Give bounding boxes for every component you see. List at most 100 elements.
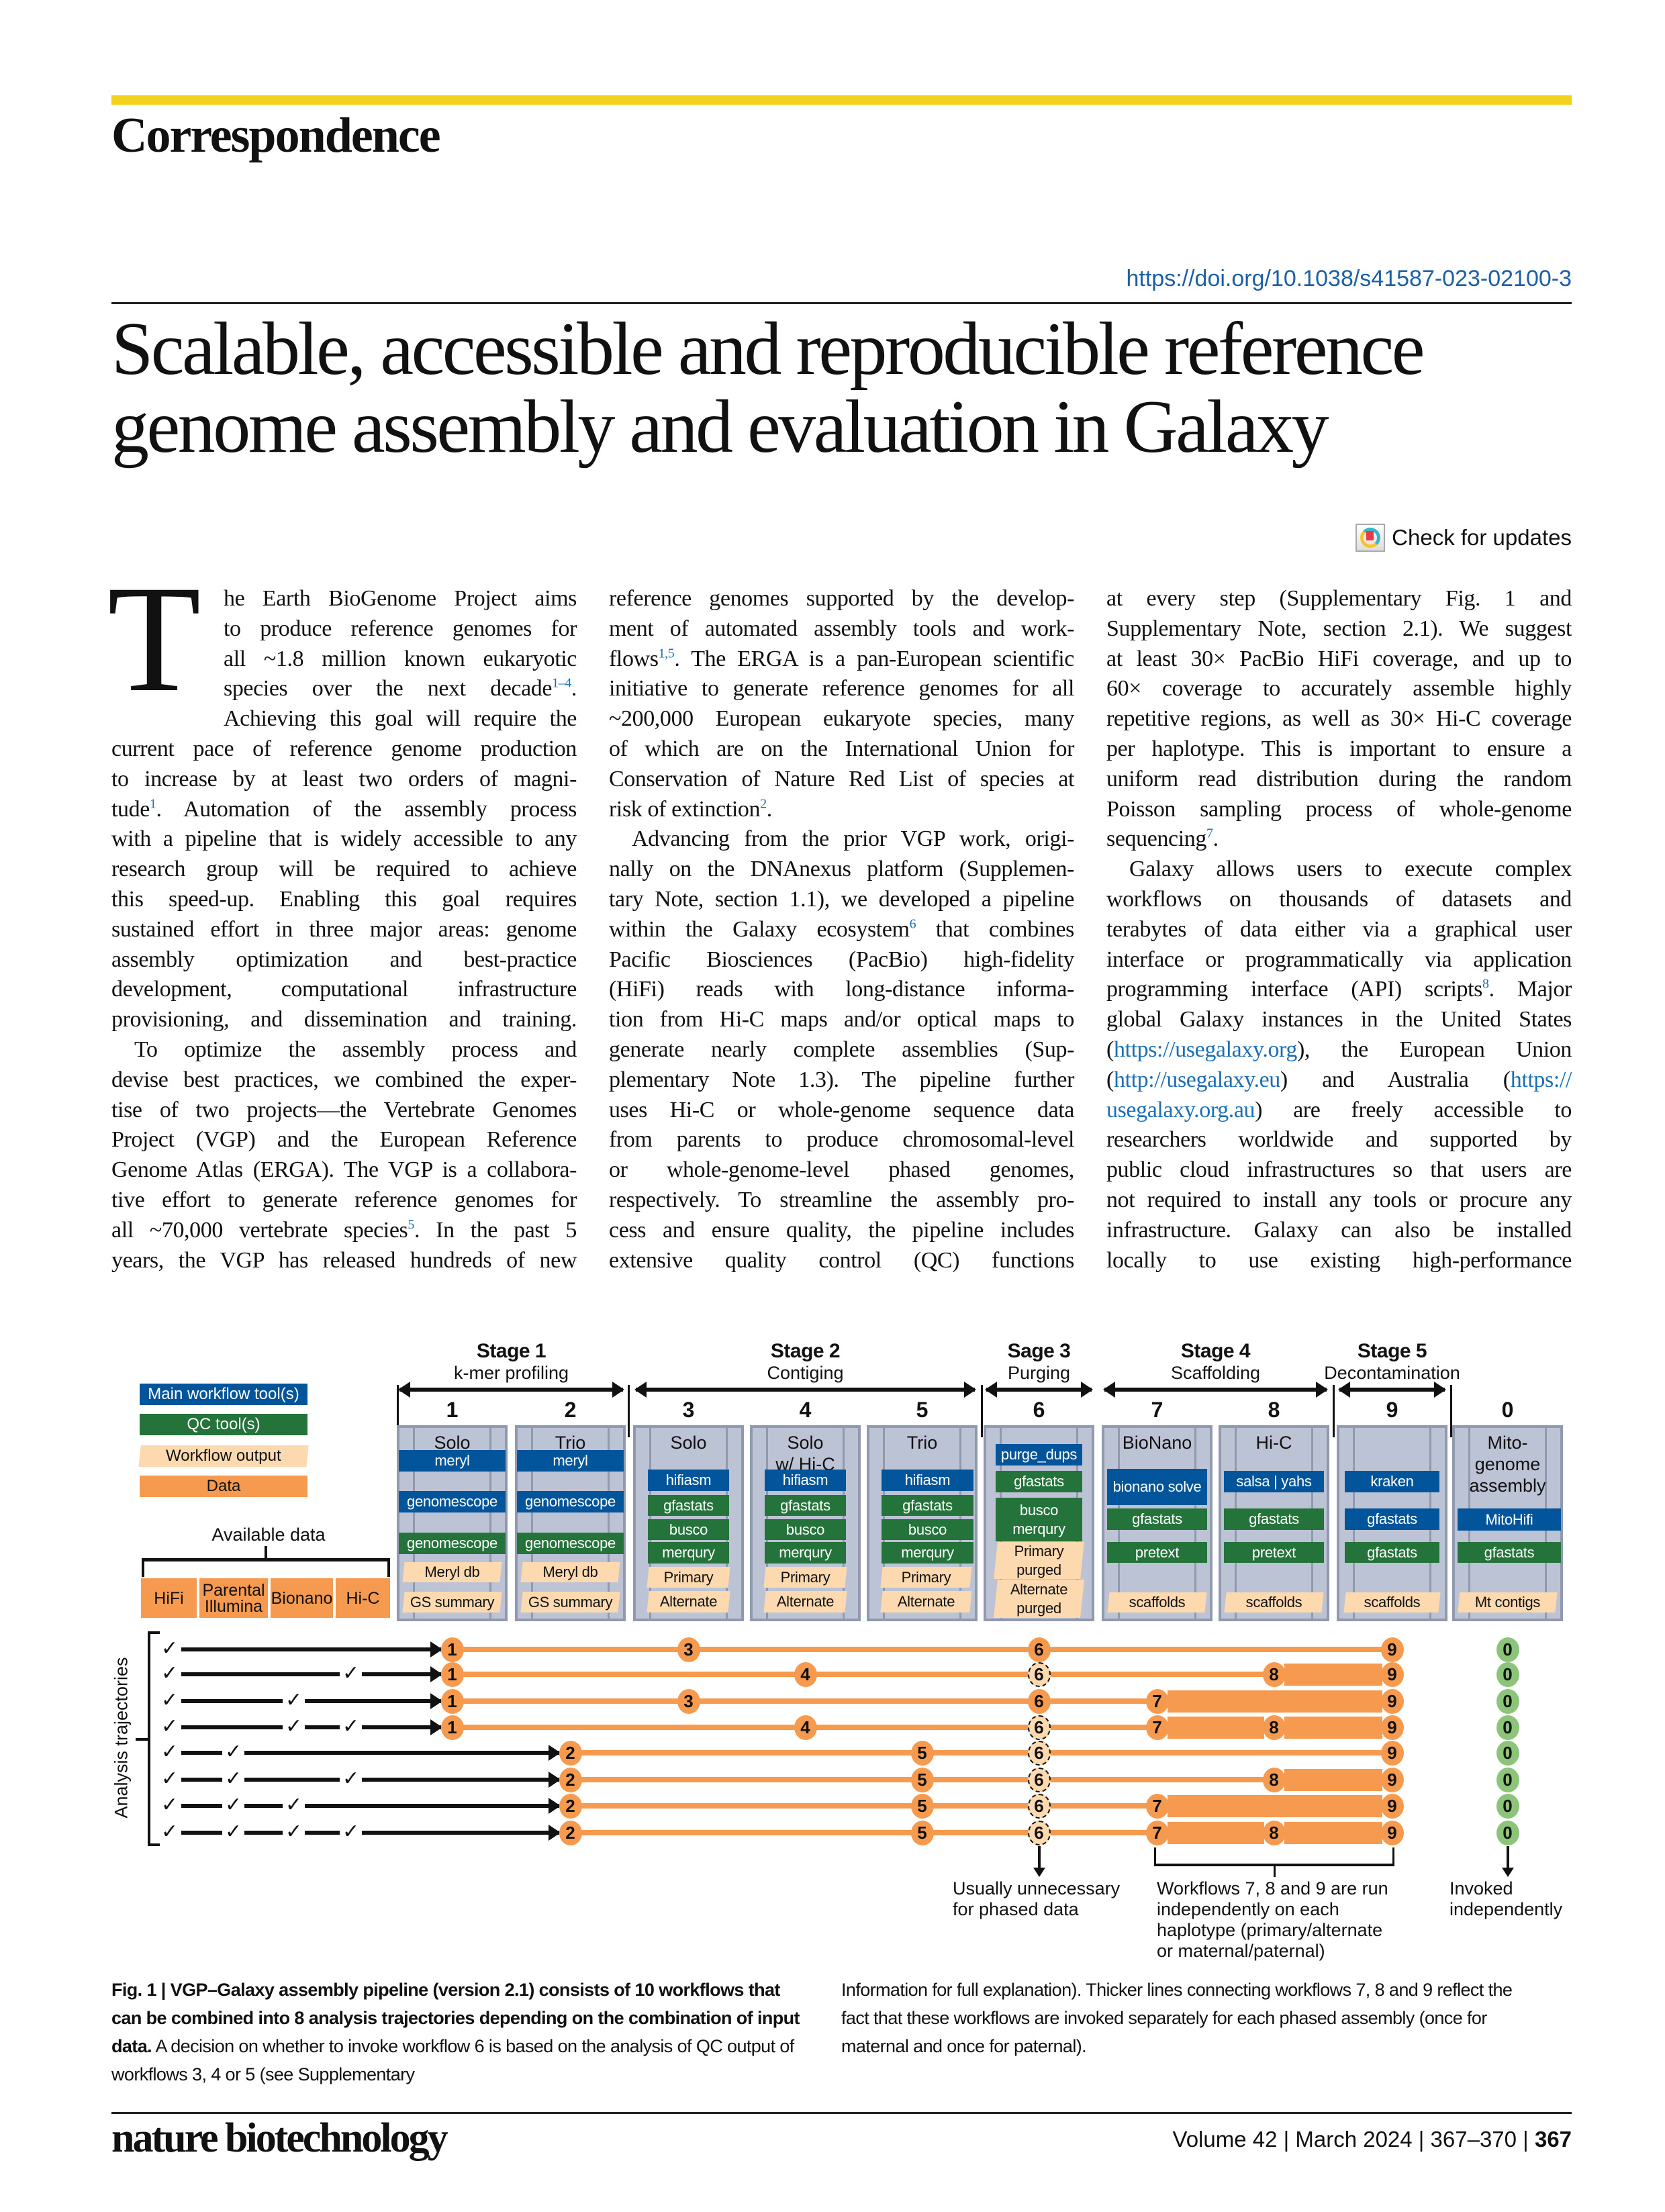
workflow-node-0[interactable]: 0 <box>1496 1741 1519 1766</box>
workflow-node-2[interactable]: 2 <box>559 1768 582 1792</box>
workflow-node-9[interactable]: 9 <box>1380 1768 1404 1792</box>
hyperlink[interactable]: usegalaxy.org.au <box>1106 1097 1255 1122</box>
workflow-node-0[interactable]: 0 <box>1496 1637 1519 1662</box>
tool-output: Meryl db <box>403 1562 501 1582</box>
workflow-node-0[interactable]: 0 <box>1496 1794 1519 1819</box>
trajectory-line <box>452 1647 1392 1652</box>
workflow-node-8[interactable]: 8 <box>1262 1715 1286 1740</box>
workflow-node-0[interactable]: 0 <box>1496 1689 1519 1714</box>
thick-segment <box>1167 1690 1382 1713</box>
workflow-node-1[interactable]: 1 <box>440 1715 464 1740</box>
workflow-node-2[interactable]: 2 <box>559 1821 582 1845</box>
text-line: Genome Atlas (ERGA). The VGP is a collab… <box>111 1155 577 1186</box>
text-run: ~200,000 European eukaryote species, man… <box>609 706 1074 732</box>
trajectories-bracket <box>148 1631 150 1846</box>
citation-superscript[interactable]: 1–4 <box>552 676 571 691</box>
bracket <box>265 1546 267 1559</box>
text-run: terabytes of data either via a graphical… <box>1106 916 1572 942</box>
text-line: at least 30× PacBio HiFi coverage, and u… <box>1106 644 1572 675</box>
trajectory-line <box>452 1672 1392 1677</box>
workflow-node-8[interactable]: 8 <box>1262 1821 1286 1845</box>
text-run: tive effort to generate reference genome… <box>111 1187 577 1212</box>
workflow-node-1[interactable]: 1 <box>440 1689 464 1714</box>
hyperlink[interactable]: http://usegalaxy.eu <box>1113 1067 1280 1092</box>
tool-label: genomescope <box>525 1493 616 1510</box>
workflow-node-6[interactable]: 6 <box>1027 1662 1051 1687</box>
legend-label: QC tool(s) <box>187 1415 260 1433</box>
workflow-node-5[interactable]: 5 <box>910 1768 934 1792</box>
workflow-node-9[interactable]: 9 <box>1380 1794 1404 1819</box>
check-icon: ✓ <box>283 1822 305 1842</box>
workflow-label: BioNano <box>1104 1432 1210 1453</box>
citation-superscript[interactable]: 5 <box>408 1217 414 1233</box>
input-arrow <box>181 1745 560 1761</box>
workflow-node-6[interactable]: 6 <box>1027 1768 1051 1792</box>
workflow-node-9[interactable]: 9 <box>1380 1821 1404 1845</box>
workflow-node-0[interactable]: 0 <box>1496 1821 1519 1845</box>
workflow-node-7[interactable]: 7 <box>1145 1794 1169 1819</box>
workflow-node-0[interactable]: 0 <box>1496 1715 1519 1740</box>
text-run: repetitive regions, as well as 30× Hi-C … <box>1106 706 1572 732</box>
text-run: development, computational infrastructur… <box>111 977 577 1002</box>
workflow-node-1[interactable]: 1 <box>440 1637 464 1662</box>
citation-superscript[interactable]: 8 <box>1482 977 1489 992</box>
workflow-node-3[interactable]: 3 <box>677 1637 700 1662</box>
workflow-node-8[interactable]: 8 <box>1262 1662 1286 1687</box>
citation-superscript[interactable]: 1,5 <box>658 646 675 661</box>
workflow-node-3[interactable]: 3 <box>677 1689 700 1714</box>
workflow-node-7[interactable]: 7 <box>1145 1715 1169 1740</box>
workflow-node-8[interactable]: 8 <box>1262 1768 1286 1792</box>
workflow-node-9[interactable]: 9 <box>1380 1741 1404 1766</box>
workflow-node-9[interactable]: 9 <box>1380 1715 1404 1740</box>
tool-label: gfastats <box>902 1496 953 1514</box>
text-run: all ~70,000 vertebrate species <box>111 1217 408 1243</box>
citation-superscript[interactable]: 1 <box>149 796 156 812</box>
workflow-node-9[interactable]: 9 <box>1380 1662 1404 1687</box>
note-line: for phased data <box>953 1899 1079 1919</box>
workflow-node-2[interactable]: 2 <box>559 1741 582 1766</box>
text-line: tise of two projects—the Vertebrate Geno… <box>111 1096 577 1126</box>
workflow-node-0[interactable]: 0 <box>1496 1662 1519 1687</box>
doi-link[interactable]: https://doi.org/10.1038/s41587-023-02100… <box>1126 266 1572 291</box>
workflow-node-7[interactable]: 7 <box>1145 1689 1169 1714</box>
workflow-node-4[interactable]: 4 <box>794 1662 817 1687</box>
check-for-updates-button[interactable]: Check for updates <box>1355 524 1572 552</box>
hyperlink[interactable]: https:// <box>1510 1067 1572 1092</box>
workflow-node-6[interactable]: 6 <box>1027 1637 1051 1662</box>
workflow-node-6[interactable]: 6 <box>1027 1794 1051 1819</box>
workflow-node-5[interactable]: 5 <box>910 1794 934 1819</box>
workflow-node-6[interactable]: 6 <box>1027 1715 1051 1740</box>
workflow-node-0[interactable]: 0 <box>1496 1768 1519 1792</box>
citation-superscript[interactable]: 2 <box>760 796 767 812</box>
text-line: cess and ensure quality, the pipeline in… <box>609 1216 1074 1246</box>
workflow-node-9[interactable]: 9 <box>1380 1689 1404 1714</box>
citation-superscript[interactable]: 7 <box>1206 826 1213 842</box>
text-run: Poisson sampling process of whole-genome <box>1106 796 1572 822</box>
tool-output: scaffolds <box>1225 1592 1323 1613</box>
workflow-node-9[interactable]: 9 <box>1380 1637 1404 1662</box>
note-line: Usually unnecessary <box>953 1878 1121 1898</box>
text-run: locally to use existing high-performance <box>1106 1247 1572 1273</box>
workflow-node-6[interactable]: 6 <box>1027 1821 1051 1845</box>
text-run: interface or programmatically via applic… <box>1106 947 1572 972</box>
workflow-node-6[interactable]: 6 <box>1027 1689 1051 1714</box>
workflow-node-5[interactable]: 5 <box>910 1821 934 1845</box>
workflow-node-1[interactable]: 1 <box>440 1662 464 1687</box>
hyperlink[interactable]: https://usegalaxy.org <box>1113 1037 1297 1062</box>
workflow-label: Trio <box>869 1432 975 1453</box>
text-run: Genome Atlas (ERGA). The VGP is a collab… <box>111 1157 577 1183</box>
text-run: reference genomes supported by the devel… <box>609 586 1074 611</box>
tool-label: scaffolds <box>1364 1594 1421 1610</box>
text-line: this speed-up. Enabling this goal requir… <box>111 885 577 915</box>
note-line: Invoked <box>1449 1878 1513 1898</box>
workflow-node-5[interactable]: 5 <box>910 1741 934 1766</box>
tool-output: scaffolds <box>1108 1592 1206 1613</box>
workflow-node-4[interactable]: 4 <box>794 1715 817 1740</box>
tool-qc: gfastats <box>1107 1508 1207 1530</box>
workflow-node-2[interactable]: 2 <box>559 1794 582 1819</box>
workflow-node-7[interactable]: 7 <box>1145 1821 1169 1845</box>
citation-superscript[interactable]: 6 <box>909 916 916 932</box>
workflow-node-6[interactable]: 6 <box>1027 1741 1051 1766</box>
text-line: extensive quality control (QC) functions <box>609 1246 1074 1276</box>
text-run: tion from Hi-C maps and/or optical maps … <box>609 1007 1074 1032</box>
